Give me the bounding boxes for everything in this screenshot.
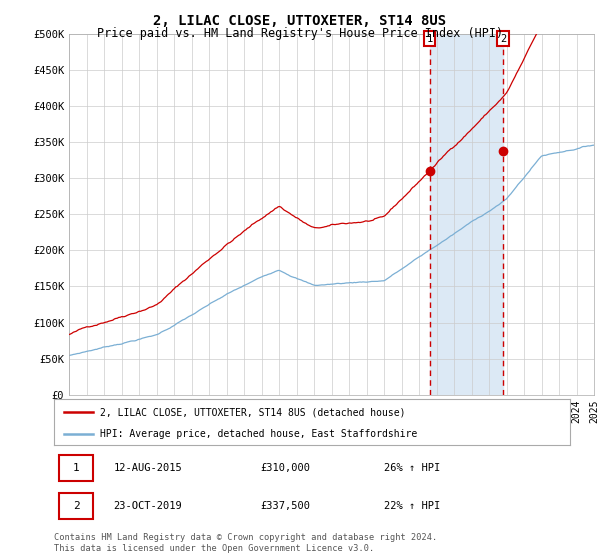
Text: 2, LILAC CLOSE, UTTOXETER, ST14 8US: 2, LILAC CLOSE, UTTOXETER, ST14 8US: [154, 14, 446, 28]
Bar: [59, 493, 92, 520]
Text: 2: 2: [73, 501, 80, 511]
Text: 12-AUG-2015: 12-AUG-2015: [113, 463, 182, 473]
Text: £310,000: £310,000: [260, 463, 310, 473]
Bar: [59, 455, 92, 481]
Text: 1: 1: [73, 463, 80, 473]
Text: Price paid vs. HM Land Registry's House Price Index (HPI): Price paid vs. HM Land Registry's House …: [97, 27, 503, 40]
Text: 2: 2: [500, 34, 506, 44]
Text: £337,500: £337,500: [260, 501, 310, 511]
Text: 2, LILAC CLOSE, UTTOXETER, ST14 8US (detached house): 2, LILAC CLOSE, UTTOXETER, ST14 8US (det…: [100, 407, 406, 417]
Bar: [430, 34, 503, 395]
Text: 22% ↑ HPI: 22% ↑ HPI: [384, 501, 440, 511]
Text: 23-OCT-2019: 23-OCT-2019: [113, 501, 182, 511]
Text: HPI: Average price, detached house, East Staffordshire: HPI: Average price, detached house, East…: [100, 429, 418, 438]
Text: 1: 1: [427, 34, 433, 44]
Text: Contains HM Land Registry data © Crown copyright and database right 2024.
This d: Contains HM Land Registry data © Crown c…: [54, 533, 437, 553]
Text: 26% ↑ HPI: 26% ↑ HPI: [384, 463, 440, 473]
